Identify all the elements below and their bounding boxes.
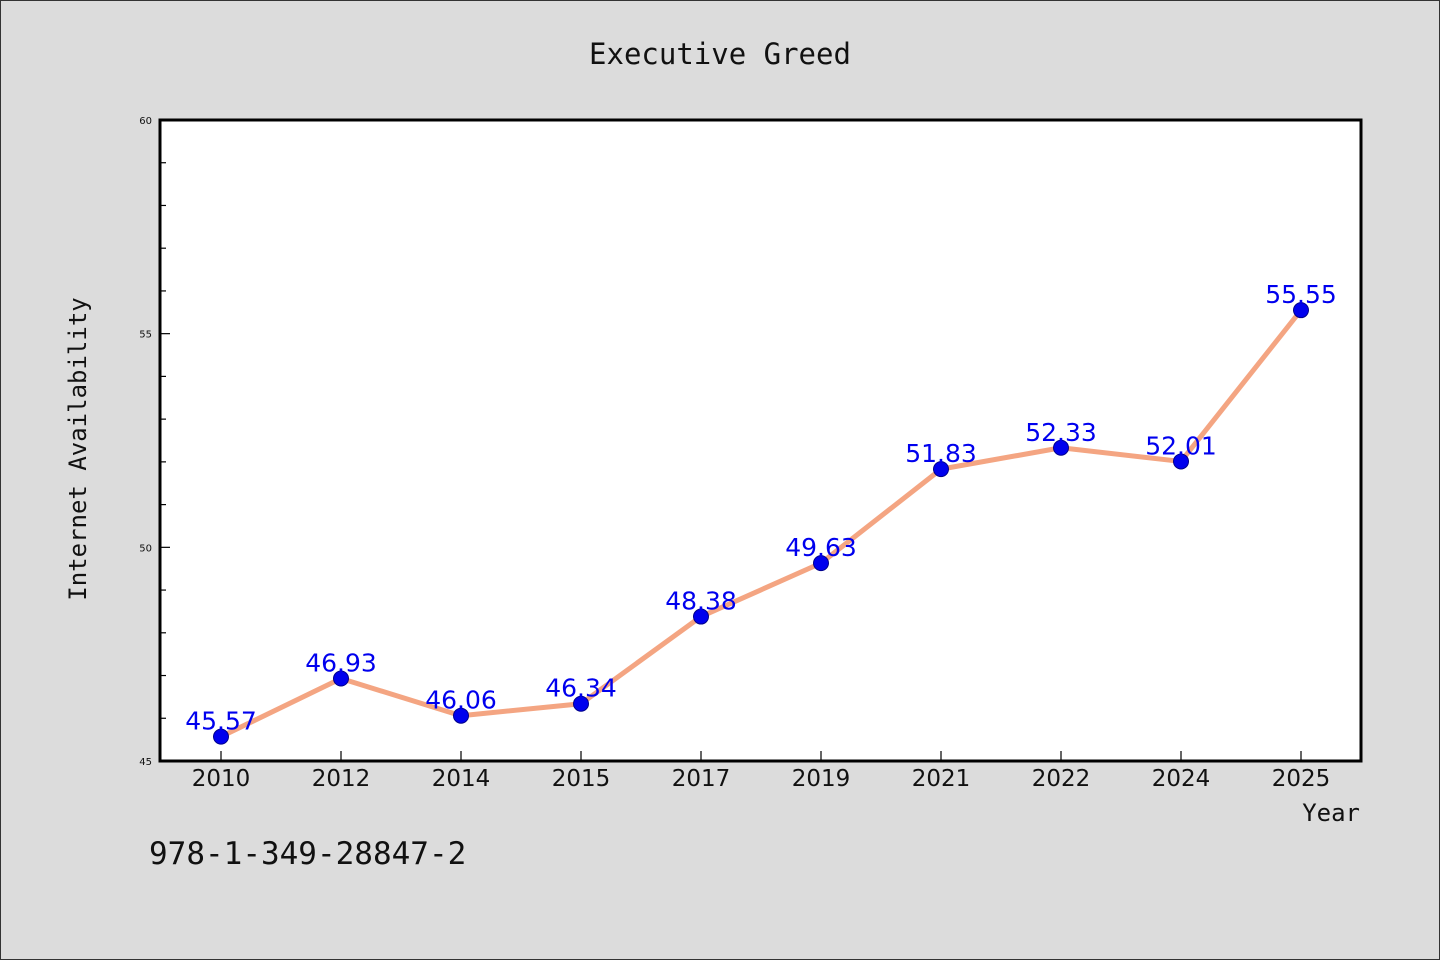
data-point [1053, 439, 1069, 456]
data-point [573, 695, 589, 712]
data-label: 46.34 [545, 674, 617, 703]
data-label: 52.01 [1145, 431, 1217, 460]
x-tick-label: 2021 [912, 766, 971, 792]
y-axis: 45 50 55 60 [139, 116, 170, 768]
x-tick-label: 2014 [432, 766, 491, 792]
data-point [453, 707, 469, 724]
data-point [693, 608, 709, 625]
data-label: 48.38 [665, 587, 737, 616]
y-tick-label: 60 [139, 116, 152, 127]
x-tick-label: 2025 [1272, 766, 1331, 792]
y-axis-title: Internet Availability [64, 297, 92, 600]
data-label: 46.06 [425, 686, 497, 715]
x-tick-label: 2010 [192, 766, 251, 792]
data-labels: 45.57 46.93 46.06 46.34 48.38 49.63 51.83 52.33… [185, 280, 1337, 735]
y-tick-label: 50 [139, 543, 152, 554]
series-markers [213, 302, 1309, 745]
data-point [1173, 453, 1189, 470]
x-tick-label: 2012 [312, 766, 371, 792]
data-point [1293, 302, 1309, 319]
x-axis: 2010 2012 2014 2015 2017 2019 2021 2022 2024 2025 [192, 751, 1331, 792]
x-tick-label: 2022 [1032, 766, 1091, 792]
isbn-footnote: 978-1-349-28847-2 [149, 836, 466, 872]
x-tick-label: 2015 [552, 766, 611, 792]
data-label: 51.83 [905, 439, 977, 468]
data-point [213, 728, 229, 745]
data-label: 46.93 [305, 649, 377, 678]
data-label: 45.57 [185, 707, 257, 736]
data-label: 49.63 [785, 533, 857, 562]
data-point [333, 670, 349, 687]
data-label: 55.55 [1265, 280, 1337, 309]
data-point [813, 555, 829, 572]
x-tick-label: 2017 [672, 766, 731, 792]
x-axis-title: Year [1302, 799, 1360, 827]
series-line [218, 307, 1304, 740]
y-tick-label: 45 [139, 757, 152, 768]
x-tick-label: 2019 [792, 766, 851, 792]
plot-area [158, 118, 1363, 763]
data-point [933, 461, 949, 478]
data-label: 52.33 [1025, 418, 1097, 447]
x-tick-label: 2024 [1152, 766, 1211, 792]
y-tick-label: 55 [139, 330, 152, 341]
chart-title: Executive Greed [589, 37, 851, 71]
